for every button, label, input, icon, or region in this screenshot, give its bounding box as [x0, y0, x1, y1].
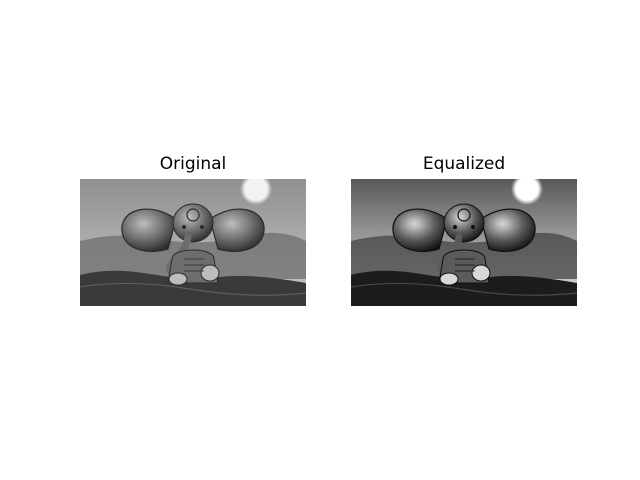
- right-hand: [471, 264, 491, 282]
- right-eye: [471, 225, 475, 229]
- rock-texture-line: [80, 282, 306, 296]
- right-eye: [200, 225, 204, 229]
- elephant-head: [443, 203, 485, 243]
- image-original: [80, 179, 306, 306]
- rock-ground: [351, 270, 577, 306]
- rock-ground: [80, 270, 306, 306]
- left-ear: [121, 208, 177, 252]
- forehead-ornament: [457, 208, 471, 222]
- right-ear: [209, 208, 265, 252]
- left-ear: [392, 208, 448, 252]
- panel-original: Original: [80, 152, 306, 306]
- panel-title-equalized: Equalized: [422, 154, 506, 174]
- elephant-figurine-image-equalized: [351, 179, 577, 306]
- rock-texture-line: [351, 282, 577, 296]
- elephant-head: [172, 203, 214, 243]
- left-foot: [439, 272, 459, 286]
- left-eye: [182, 225, 186, 229]
- panel-equalized: Equalized: [351, 152, 577, 306]
- sun-glow: [240, 179, 272, 205]
- right-ear: [480, 208, 536, 252]
- image-equalized: [351, 179, 577, 306]
- right-hand: [200, 264, 220, 282]
- panel-title-original: Original: [159, 154, 227, 174]
- body-engraving: [455, 258, 475, 272]
- sun-glow: [511, 179, 543, 205]
- body-engraving: [184, 258, 204, 272]
- elephant-figurine-image-original: [80, 179, 306, 306]
- left-foot: [168, 272, 188, 286]
- left-eye: [453, 225, 457, 229]
- forehead-ornament: [186, 208, 200, 222]
